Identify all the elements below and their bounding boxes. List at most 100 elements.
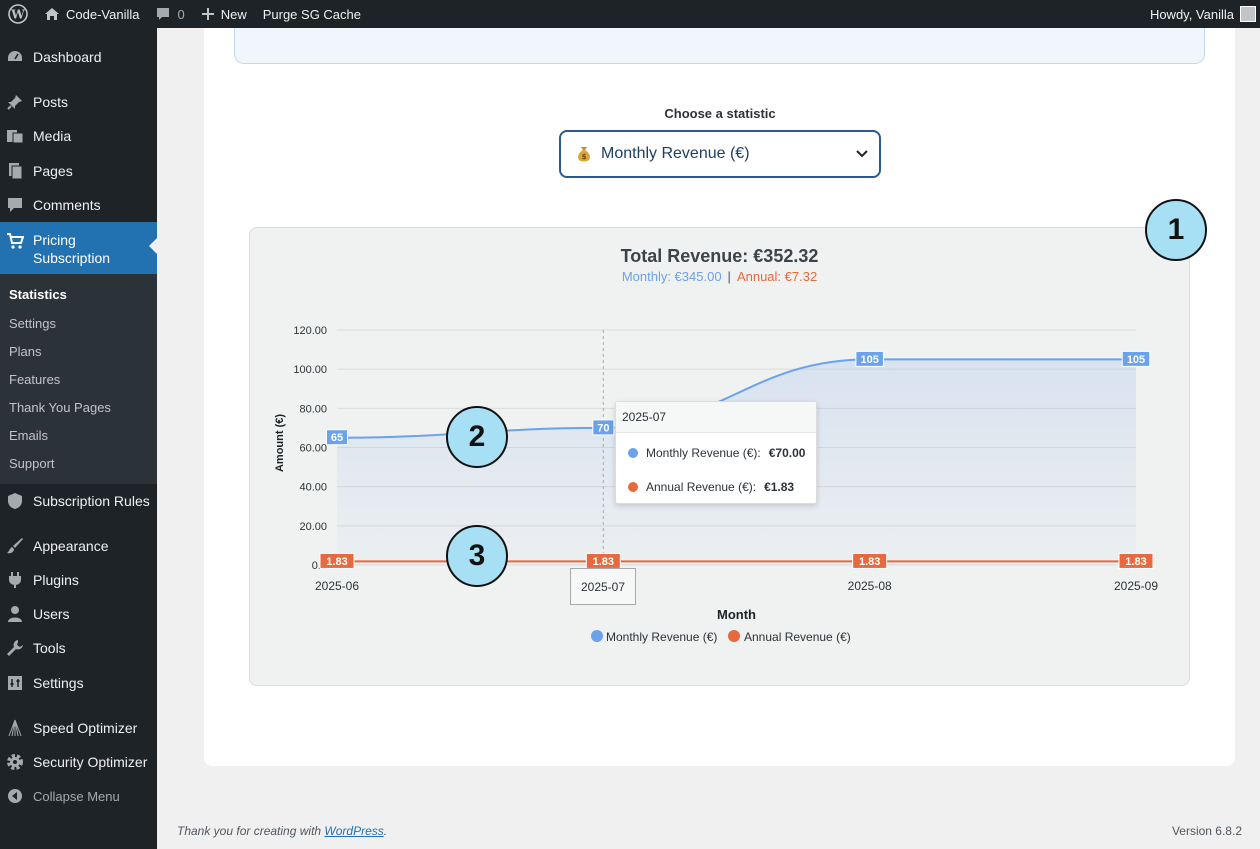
sidebar-item-security-optimizer[interactable]: Security Optimizer	[0, 751, 157, 773]
subtitle-separator: |	[727, 269, 731, 284]
sidebar-item-dashboard[interactable]: Dashboard	[0, 46, 157, 68]
legend-label: Annual Revenue (€)	[744, 630, 851, 644]
collapse-icon	[5, 786, 25, 806]
shield-icon	[5, 491, 25, 511]
tooltip-row-monthly: Monthly Revenue (€): €70.00	[628, 446, 805, 460]
tooltip-dot-annual	[628, 482, 638, 492]
new-content-button[interactable]: New	[193, 0, 255, 28]
settings-icon	[5, 673, 25, 693]
svg-text:$: $	[582, 153, 587, 161]
sidebar-label: Dashboard	[33, 49, 102, 65]
y-axis-title: Amount (€)	[274, 414, 286, 472]
wp-logo-button[interactable]: W	[0, 0, 36, 28]
data-label: 1.83	[585, 552, 621, 569]
subtitle-monthly: Monthly: €345.00	[621, 269, 722, 284]
data-label-text: 105	[860, 354, 878, 366]
sidebar-label-line1: Pricing	[33, 232, 76, 248]
submenu-support[interactable]: Support	[9, 456, 55, 471]
footer-version: Version 6.8.2	[1171, 824, 1242, 838]
data-label-text: 1.83	[1125, 556, 1146, 568]
purge-cache-button[interactable]: Purge SG Cache	[255, 0, 369, 28]
submenu-emails[interactable]: Emails	[9, 428, 49, 443]
admin-bar: W Code-Vanilla 0 New Purge SG Cache Howd…	[0, 0, 1260, 28]
sidebar-item-plugins[interactable]: Plugins	[0, 569, 157, 591]
tooltip-row-annual: Annual Revenue (€): €1.83	[628, 480, 794, 494]
comments-link[interactable]: 0	[147, 0, 192, 28]
sidebar-item-tools[interactable]: Tools	[0, 637, 157, 659]
sidebar-label-line2: Subscription	[33, 250, 111, 266]
sidebar-item-subscription-rules[interactable]: Subscription Rules	[0, 490, 157, 512]
media-icon	[5, 126, 25, 146]
data-label-box	[1118, 552, 1154, 569]
howdy-text: Howdy, Vanilla	[1149, 6, 1234, 22]
tooltip-value: €1.83	[764, 480, 795, 494]
comment-bubble-icon	[157, 8, 170, 20]
current-indicator	[149, 238, 157, 254]
sidebar-label: Appearance	[33, 538, 109, 554]
submenu-settings[interactable]: Settings	[9, 316, 56, 331]
y-tick-label: 20.00	[299, 521, 327, 533]
submenu-thank-you-pages[interactable]: Thank You Pages	[9, 400, 111, 415]
x-tick-label: 2025-09	[1114, 579, 1158, 593]
site-name: Code-Vanilla	[66, 6, 140, 22]
account-menu[interactable]: Howdy, Vanilla	[1142, 0, 1260, 28]
sidebar-item-posts[interactable]: Posts	[0, 91, 157, 113]
sidebar-item-speed-optimizer[interactable]: Speed Optimizer	[0, 717, 157, 739]
x-axis-title: Month	[717, 607, 756, 622]
pages-icon	[5, 161, 25, 181]
admin-sidebar: Statistics Settings Plans Features Thank…	[0, 28, 157, 849]
comment-icon	[5, 195, 25, 215]
sidebar-item-users[interactable]: Users	[0, 603, 157, 625]
data-label-box	[855, 350, 884, 367]
sidebar-item-pages[interactable]: Pages	[0, 160, 157, 182]
collapse-menu-button[interactable]: Collapse Menu	[0, 786, 157, 806]
legend-swatch	[728, 630, 740, 642]
sidebar-item-media[interactable]: Media	[0, 125, 157, 147]
statistic-label: Choose a statistic	[664, 106, 776, 121]
site-name-link[interactable]: Code-Vanilla	[36, 0, 147, 28]
sidebar-label: Media	[33, 128, 72, 144]
footer-thanks-prefix: Thank you for creating with	[177, 824, 325, 838]
tooltip-label: Monthly Revenue (€):	[646, 446, 761, 460]
submenu-plans[interactable]: Plans	[9, 344, 42, 359]
sidebar-label: Speed Optimizer	[33, 720, 138, 736]
sidebar-label: Security Optimizer	[33, 754, 148, 770]
avatar	[1240, 6, 1256, 22]
comments-count: 0	[177, 6, 185, 22]
submenu-features[interactable]: Features	[9, 372, 61, 387]
data-label-text: 1.83	[593, 556, 614, 568]
data-label-text: 1.83	[326, 556, 347, 568]
data-label: 1.83	[852, 552, 888, 569]
subtitle-annual: Annual: €7.32	[736, 269, 818, 284]
pricing-submenu: Statistics Settings Plans Features Thank…	[0, 274, 157, 484]
x-tick-label: 2025-08	[848, 579, 892, 593]
sidebar-item-appearance[interactable]: Appearance	[0, 535, 157, 557]
data-label: 1.83	[1118, 552, 1154, 569]
y-tick-label: 60.00	[299, 443, 327, 455]
sidebar-item-pricing-subscription[interactable]: Pricing Subscription	[0, 222, 157, 274]
wordpress-icon: W	[8, 4, 28, 24]
wordpress-link[interactable]: WordPress	[324, 824, 384, 838]
sidebar-label: Subscription Rules	[33, 493, 150, 509]
y-tick-label: 80.00	[299, 403, 327, 415]
statistic-select[interactable]: $ Monthly Revenue (€)	[559, 130, 881, 178]
submenu-statistics[interactable]: Statistics	[9, 287, 67, 302]
legend-swatch	[591, 630, 603, 642]
sidebar-item-comments[interactable]: Comments	[0, 194, 157, 216]
info-notice	[234, 28, 1205, 64]
sidebar-label: Users	[33, 606, 70, 622]
sidebar-label: Settings	[33, 675, 84, 691]
annotation-badge-2: 2	[446, 406, 508, 468]
data-label: 70	[592, 419, 615, 436]
tooltip-title: 2025-07	[616, 402, 816, 433]
data-label: 105	[1121, 350, 1151, 367]
tooltip-value: €70.00	[768, 446, 806, 460]
tooltip-label: Annual Revenue (€):	[646, 480, 757, 494]
data-label: 105	[855, 350, 884, 367]
sidebar-item-settings[interactable]: Settings	[0, 672, 157, 694]
statistic-selected-value: Monthly Revenue (€)	[601, 145, 750, 162]
data-label-box	[592, 419, 615, 436]
data-label: 65	[326, 429, 348, 446]
annotation-badge-3: 3	[446, 525, 508, 587]
dashboard-icon	[5, 47, 25, 67]
